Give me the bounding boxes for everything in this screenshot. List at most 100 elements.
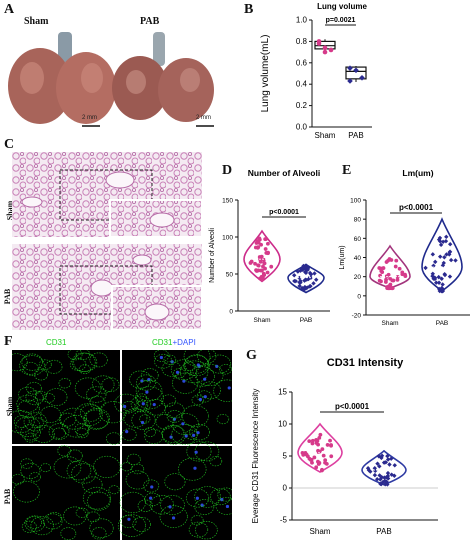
data-point (440, 239, 446, 245)
data-point (377, 464, 382, 469)
data-point (321, 453, 326, 458)
vessel-signal (185, 429, 198, 440)
data-point (447, 249, 453, 254)
data-point (253, 261, 257, 266)
lung-volume-chart: Lung volume 0.0 0.2 0.4 0.6 0.8 1.0 Lung volume… (260, 2, 372, 140)
vessel-signal (78, 364, 91, 375)
y-tick-label: 0 (357, 293, 361, 300)
data-point (325, 443, 330, 447)
vessel-signal (87, 491, 111, 511)
vessel-signal (89, 352, 108, 368)
y-tick-label: 5 (283, 452, 288, 461)
nucleus-signal (181, 422, 185, 426)
vessel-signal (210, 488, 231, 506)
data-point (308, 457, 313, 462)
vessel-signal (24, 515, 45, 532)
panel-letter-b: B (244, 2, 254, 17)
data-point (384, 475, 389, 480)
data-point (385, 476, 391, 481)
vessel-signal (129, 370, 152, 389)
vessel-signal (23, 412, 48, 432)
fluor-col-label-merge: CD31+DAPI (152, 338, 196, 347)
pab-lung-image (112, 32, 214, 122)
photo-label-sham: Sham (24, 16, 49, 27)
data-point (447, 242, 453, 247)
vessel-signal (209, 455, 223, 467)
vessel-signal (139, 414, 151, 424)
nucleus-signal (140, 420, 145, 425)
vessel-signal (135, 379, 163, 402)
data-point (323, 458, 328, 463)
nucleus-signal (203, 377, 207, 381)
panel-letter-f: F (4, 334, 13, 349)
data-point (440, 282, 445, 287)
vessel-signal (199, 381, 221, 400)
data-point (256, 263, 260, 268)
vessel-signal (136, 374, 156, 391)
data-point (386, 286, 391, 291)
alveoli-count-chart: Number of Alveoli 0 50 100 150 Number of Alve… (209, 168, 330, 324)
data-point (266, 241, 270, 246)
data-point (312, 455, 317, 460)
data-point (441, 260, 446, 266)
nucleus-signal (141, 402, 145, 406)
data-point (372, 472, 378, 478)
vessel-signal (45, 359, 63, 374)
x-tick-label: PAB (300, 317, 313, 324)
vessel-signal (160, 394, 177, 407)
data-point (430, 273, 435, 279)
fluor-pab-cd31 (12, 446, 120, 540)
data-point (377, 473, 382, 478)
data-point (310, 441, 315, 446)
y-tick-label: 80 (354, 217, 362, 224)
vessel-signal (218, 364, 232, 375)
data-point (385, 453, 390, 459)
violin-outline (297, 422, 343, 473)
data-point (386, 258, 390, 263)
data-point (314, 277, 319, 282)
vessel-signal (178, 457, 207, 481)
vessel-signal (141, 368, 159, 383)
data-point (259, 268, 264, 273)
data-point (320, 467, 324, 472)
data-point (438, 242, 444, 248)
vessel-signal (135, 400, 149, 411)
vessel-signal (136, 393, 148, 403)
vessel-signal (170, 359, 197, 381)
y-tick-label: 10 (278, 420, 287, 429)
y-tick-label: 0 (283, 484, 288, 493)
photo-label-pab: PAB (140, 16, 160, 27)
sham-lung-image (8, 32, 116, 124)
data-point (437, 288, 442, 294)
vessel-signal (42, 392, 55, 403)
nucleus-signal (159, 355, 163, 360)
histology-pab (12, 244, 202, 330)
vessel-signal (13, 415, 30, 428)
y-tick-label: 0.6 (296, 58, 308, 67)
data-point (392, 463, 397, 468)
vessel-signal (82, 486, 111, 510)
data-point (300, 451, 305, 455)
data-point (293, 278, 298, 284)
data-point (359, 74, 365, 81)
vessel-signal (99, 401, 127, 424)
data-point (379, 455, 384, 461)
data-point (397, 266, 402, 271)
vessel-signal (75, 507, 89, 518)
x-tick-label: Sham (310, 527, 331, 536)
data-point (256, 268, 261, 273)
data-point (440, 263, 446, 268)
data-point (328, 47, 334, 53)
vessel-signal (25, 390, 44, 406)
vessel-signal (101, 377, 120, 392)
data-point (257, 237, 262, 242)
vessel-signal (21, 353, 43, 371)
data-point (347, 65, 353, 71)
y-tick-label: 150 (222, 198, 233, 205)
nucleus-signal (149, 496, 153, 500)
data-point (387, 462, 392, 467)
x-tick-label: Sham (254, 317, 271, 324)
vessel-signal (53, 456, 82, 479)
vessel-signal (89, 518, 114, 538)
vessel-signal (13, 480, 40, 503)
